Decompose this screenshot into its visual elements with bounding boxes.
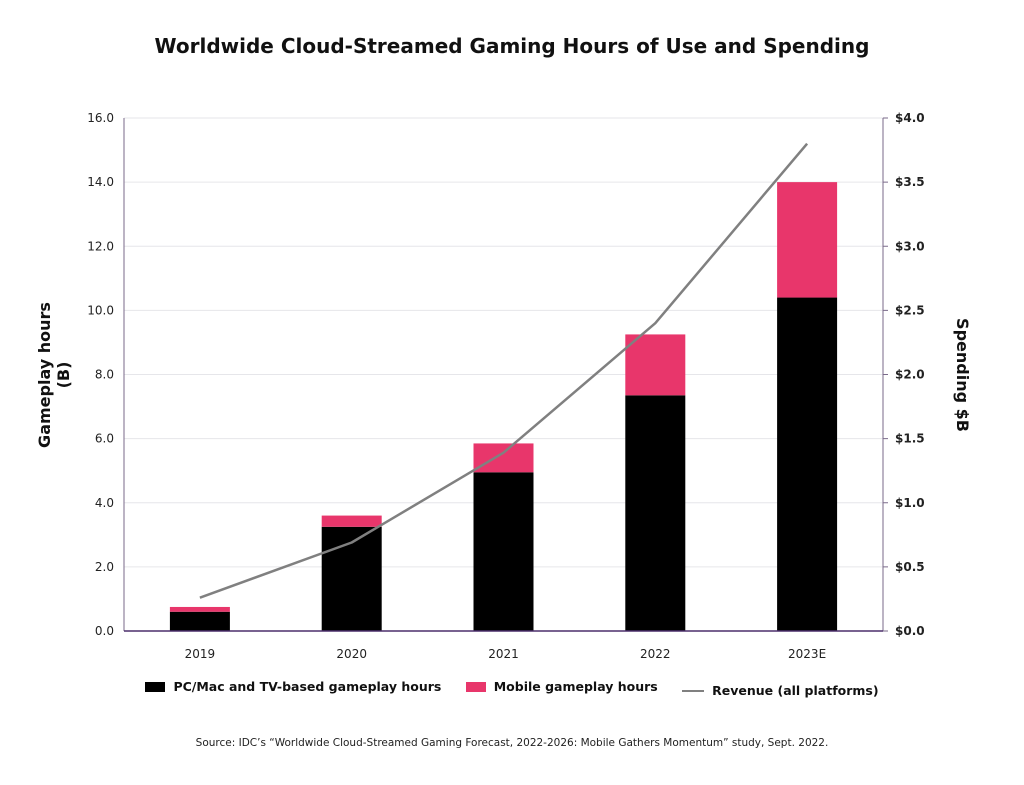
- y-right-tick-label: $3.0: [895, 239, 925, 253]
- bar-pc-mac-tv: [169, 611, 230, 631]
- y-right-tick-label: $3.5: [895, 175, 925, 189]
- y-right-tick-label: $1.0: [895, 496, 925, 510]
- axes: [123, 117, 888, 632]
- y-left-tick-label: 4.0: [95, 496, 114, 510]
- y-right-tick-label: $0.0: [895, 624, 925, 638]
- y-left-axis-title: Gameplay hours(B): [35, 302, 73, 448]
- x-tick-label: 2021: [488, 647, 519, 661]
- y-left-tick-label: 10.0: [87, 303, 114, 317]
- x-tick-label: 2019: [185, 647, 216, 661]
- revenue-line-group: [199, 142, 809, 599]
- y-left-tick-label: 12.0: [87, 239, 114, 253]
- bar-mobile: [625, 334, 686, 396]
- x-tick-label: 2023E: [788, 647, 826, 661]
- legend-label-revenue: Revenue (all platforms): [712, 683, 879, 698]
- y-left-tick-label: 6.0: [95, 432, 114, 446]
- bar-mobile: [321, 515, 382, 527]
- y-right-tick-label: $4.0: [895, 111, 925, 125]
- y-right-tick-label: $2.0: [895, 368, 925, 382]
- y-left-tick-label: 16.0: [87, 111, 114, 125]
- legend-swatch-revenue: [682, 689, 705, 692]
- bar-pc-mac-tv: [625, 395, 686, 631]
- legend-swatch-pc: [145, 681, 166, 692]
- bar-mobile: [473, 443, 534, 473]
- y-left-tick-label: 0.0: [95, 624, 114, 638]
- y-left-tick-label: 2.0: [95, 560, 114, 574]
- legend-label-mobile: Mobile gameplay hours: [493, 679, 658, 694]
- x-tick-label: 2022: [640, 647, 671, 661]
- y-left-tick-label: 14.0: [87, 175, 114, 189]
- tick-labels: 0.0 2.0 4.0 6.0 8.0 10.0 12.0 14.0 16.0 $0.0 $0.5 $…: [35, 111, 972, 661]
- bar-mobile: [169, 606, 230, 612]
- legend-item-mobile: Mobile gameplay hours: [465, 679, 658, 694]
- legend-item-revenue: Revenue (all platforms): [682, 683, 879, 698]
- bar-pc-mac-tv: [321, 526, 382, 631]
- y-right-tick-label: $2.5: [895, 303, 925, 317]
- legend-label-pc: PC/Mac and TV-based gameplay hours: [173, 679, 442, 694]
- y-right-tick-label: $0.5: [895, 560, 925, 574]
- bar-group: [169, 182, 838, 631]
- legend-swatch-mobile: [465, 681, 486, 692]
- source-note: Source: IDC’s “Worldwide Cloud-Streamed …: [195, 737, 829, 749]
- y-right-axis-title: Spending $B: [953, 318, 972, 432]
- bar-pc-mac-tv: [473, 472, 534, 631]
- y-left-tick-label: 8.0: [95, 368, 114, 382]
- bar-pc-mac-tv: [777, 297, 838, 631]
- x-tick-label: 2020: [336, 647, 367, 661]
- legend-item-pc: PC/Mac and TV-based gameplay hours: [145, 679, 441, 694]
- bar-mobile: [777, 182, 838, 298]
- chart-title: Worldwide Cloud-Streamed Gaming Hours of…: [154, 34, 870, 58]
- legend: PC/Mac and TV-based gameplay hours Mobil…: [0, 679, 1024, 698]
- y-right-tick-label: $1.5: [895, 432, 925, 446]
